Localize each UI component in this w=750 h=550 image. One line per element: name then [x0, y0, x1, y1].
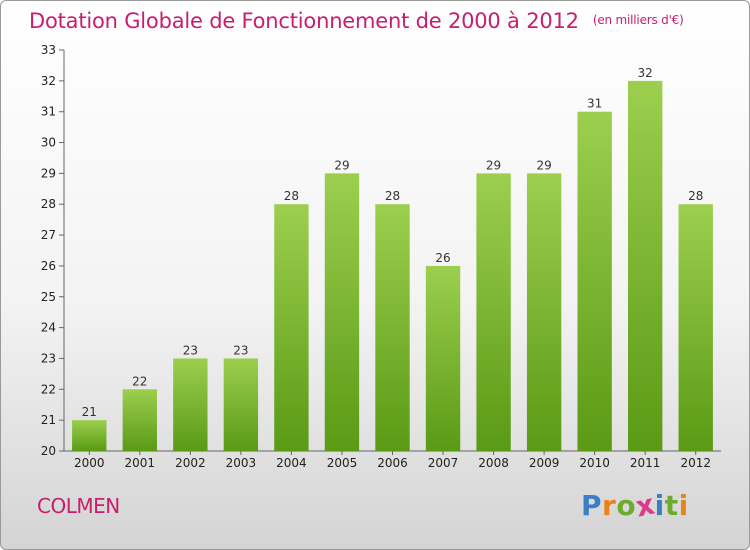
y-tick-label: 32 — [41, 74, 56, 88]
x-tick-label: 2008 — [478, 456, 509, 470]
bar-2009 — [526, 173, 562, 451]
logo-letter: P — [581, 489, 603, 522]
logo-letter: o — [616, 489, 637, 522]
y-tick-label: 31 — [41, 105, 56, 119]
bar-2007 — [425, 265, 461, 451]
x-tick-label: 2004 — [276, 456, 307, 470]
value-label: 29 — [486, 158, 501, 172]
y-tick-label: 24 — [41, 321, 56, 335]
bar-2001 — [122, 389, 157, 451]
value-label: 23 — [183, 343, 198, 357]
logo-letter: r — [602, 489, 617, 522]
value-label: 22 — [132, 374, 147, 388]
y-tick-label: 21 — [41, 413, 56, 427]
x-tick-label: 2007 — [428, 456, 459, 470]
value-label: 28 — [385, 189, 400, 203]
proxiti-logo[interactable]: Proxiti — [581, 487, 689, 523]
x-tick-label: 2006 — [377, 456, 408, 470]
bar-2008 — [476, 173, 511, 451]
y-tick-label: 27 — [41, 228, 56, 242]
value-label: 32 — [638, 66, 653, 80]
value-label: 31 — [587, 97, 602, 111]
y-tick-label: 33 — [41, 43, 56, 57]
x-tick-label: 2011 — [630, 456, 661, 470]
x-tick-label: 2012 — [680, 456, 711, 470]
y-tick-label: 22 — [41, 382, 56, 396]
value-label: 28 — [284, 189, 299, 203]
value-label: 29 — [334, 158, 349, 172]
bar-2003 — [223, 358, 259, 451]
logo-letter: t — [664, 489, 679, 522]
y-tick-label: 28 — [41, 197, 56, 211]
x-tick-label: 2000 — [74, 456, 105, 470]
value-label: 26 — [435, 251, 450, 265]
bar-2004 — [274, 204, 309, 451]
x-tick-label: 2001 — [125, 456, 156, 470]
bar-2002 — [173, 358, 208, 451]
logo-letter: i — [678, 489, 689, 522]
chart-subtitle: (en milliers d'€) — [592, 13, 684, 27]
bar-2010 — [577, 111, 612, 451]
x-tick-label: 2009 — [529, 456, 560, 470]
value-label: 28 — [688, 189, 703, 203]
x-tick-label: 2003 — [226, 456, 257, 470]
x-tick-label: 2002 — [175, 456, 206, 470]
y-tick-label: 30 — [41, 136, 56, 150]
chart-title: Dotation Globale de Fonctionnement de 20… — [29, 9, 684, 33]
x-tick-label: 2005 — [327, 456, 358, 470]
y-tick-label: 25 — [41, 290, 56, 304]
value-label: 29 — [536, 158, 551, 172]
bar-2005 — [324, 173, 360, 451]
y-tick-label: 23 — [41, 351, 56, 365]
bar-2006 — [375, 204, 410, 451]
y-tick-label: 29 — [41, 166, 56, 180]
bar-2012 — [678, 204, 713, 451]
bar-2011 — [628, 80, 663, 451]
bar-2000 — [72, 420, 107, 451]
x-tick-label: 2010 — [579, 456, 610, 470]
chart-title-text: Dotation Globale de Fonctionnement de 20… — [29, 9, 579, 33]
commune-name: COLMEN — [37, 494, 120, 518]
value-label: 21 — [82, 405, 97, 419]
value-label: 23 — [233, 343, 248, 357]
y-tick-label: 20 — [41, 444, 56, 458]
y-tick-label: 26 — [41, 259, 56, 273]
logo-letter: i — [654, 489, 665, 522]
